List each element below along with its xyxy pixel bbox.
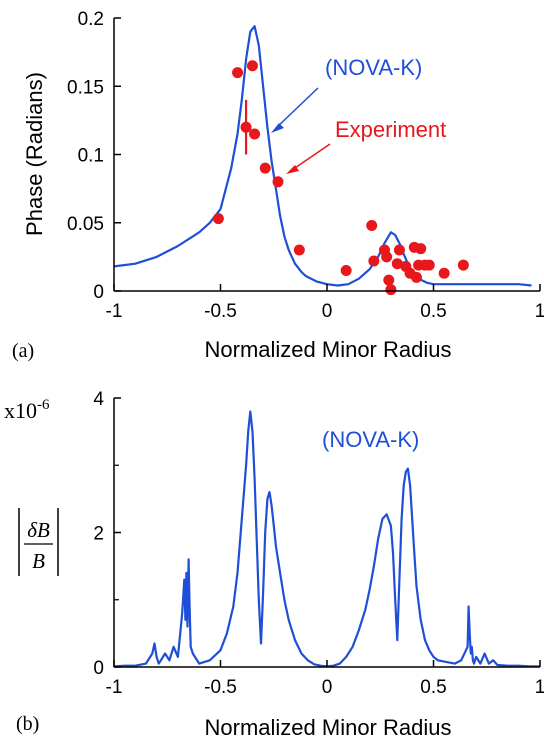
panel-b: -1 -0.5 0 0.5 1 0 2 4 x10-6 δB B Normalized Mi… [4, 389, 544, 740]
a-plot-area [113, 25, 532, 296]
a-data-point [385, 284, 397, 296]
b-x-tick-label: -1 [106, 677, 123, 698]
a-experiment-arrowhead [286, 165, 299, 174]
b-y-tick-label: 2 [93, 524, 104, 545]
a-experiment-annotation: Experiment [335, 117, 446, 142]
a-data-point [240, 121, 252, 133]
b-x-tick-label: -0.5 [204, 677, 237, 698]
b-x-ticks: -1 -0.5 0 0.5 1 [106, 660, 544, 698]
b-x-axis-label: Normalized Minor Radius [205, 715, 452, 740]
a-x-tick-label: 1 [535, 301, 544, 322]
b-y-tick-label: 0 [93, 658, 104, 679]
b-scale-label: x10-6 [4, 397, 50, 423]
panel-a: -1 -0.5 0 0.5 1 0 0.05 0.1 0.15 0.2 Phase (Radia… [12, 9, 544, 362]
a-data-point [383, 274, 395, 286]
a-series-line-0 [113, 25, 532, 287]
b-y-ticks: 0 2 4 [93, 389, 121, 679]
a-x-tick-label: 0.5 [420, 301, 446, 322]
a-data-point [391, 258, 403, 270]
a-x-tick-label: -0.5 [204, 301, 237, 322]
a-x-tick-label: -1 [106, 301, 123, 322]
a-experiment-arrow [291, 143, 331, 171]
a-data-point [249, 128, 261, 140]
a-data-point [438, 267, 450, 279]
b-x-tick-label: 1 [535, 677, 544, 698]
a-data-point [246, 60, 258, 72]
a-data-point [415, 243, 427, 255]
b-scale-base: x10 [4, 398, 37, 423]
a-data-point [423, 259, 435, 271]
a-y-axis-label: Phase (Radians) [22, 72, 47, 236]
a-data-point [368, 255, 380, 267]
a-panel-label: (a) [12, 340, 34, 362]
a-nova-k-annotation: (NOVA-K) [325, 55, 422, 80]
a-data-point [381, 251, 393, 263]
a-data-point [293, 244, 305, 256]
a-data-point [259, 162, 271, 174]
b-series-line-0 [113, 410, 540, 668]
a-y-tick-label: 0 [93, 282, 104, 303]
b-y-tick-label: 4 [93, 389, 104, 410]
a-nova-k-arrowhead [271, 123, 284, 133]
a-data-point [366, 219, 378, 231]
b-plot-area [113, 410, 540, 668]
b-x-tick-label: 0.5 [420, 677, 446, 698]
b-ylabel-denominator: B [32, 549, 45, 573]
a-x-tick-label: 0 [322, 301, 333, 322]
b-x-tick-label: 0 [322, 677, 333, 698]
a-data-point [393, 244, 405, 256]
a-data-point [457, 259, 469, 271]
a-x-axis-label: Normalized Minor Radius [205, 337, 452, 362]
a-data-point [212, 213, 224, 225]
b-scale-exponent: -6 [37, 397, 50, 413]
a-data-point [340, 265, 352, 277]
a-y-tick-label: 0.05 [67, 214, 104, 235]
b-panel-label: (b) [16, 713, 39, 735]
a-y-tick-label: 0.15 [67, 77, 104, 98]
a-x-ticks: -1 -0.5 0 0.5 1 [106, 284, 544, 322]
b-y-axis-label: δB B [18, 508, 59, 576]
a-nova-k-arrow [275, 87, 319, 129]
b-ylabel-numerator: δB [27, 518, 50, 542]
a-y-tick-label: 0.2 [78, 9, 104, 30]
a-data-point [232, 67, 244, 79]
a-y-tick-label: 0.1 [78, 146, 104, 167]
b-nova-k-annotation: (NOVA-K) [322, 427, 419, 452]
a-data-point [410, 271, 422, 283]
a-y-ticks: 0 0.05 0.1 0.15 0.2 [67, 9, 121, 303]
a-data-point [272, 176, 284, 188]
